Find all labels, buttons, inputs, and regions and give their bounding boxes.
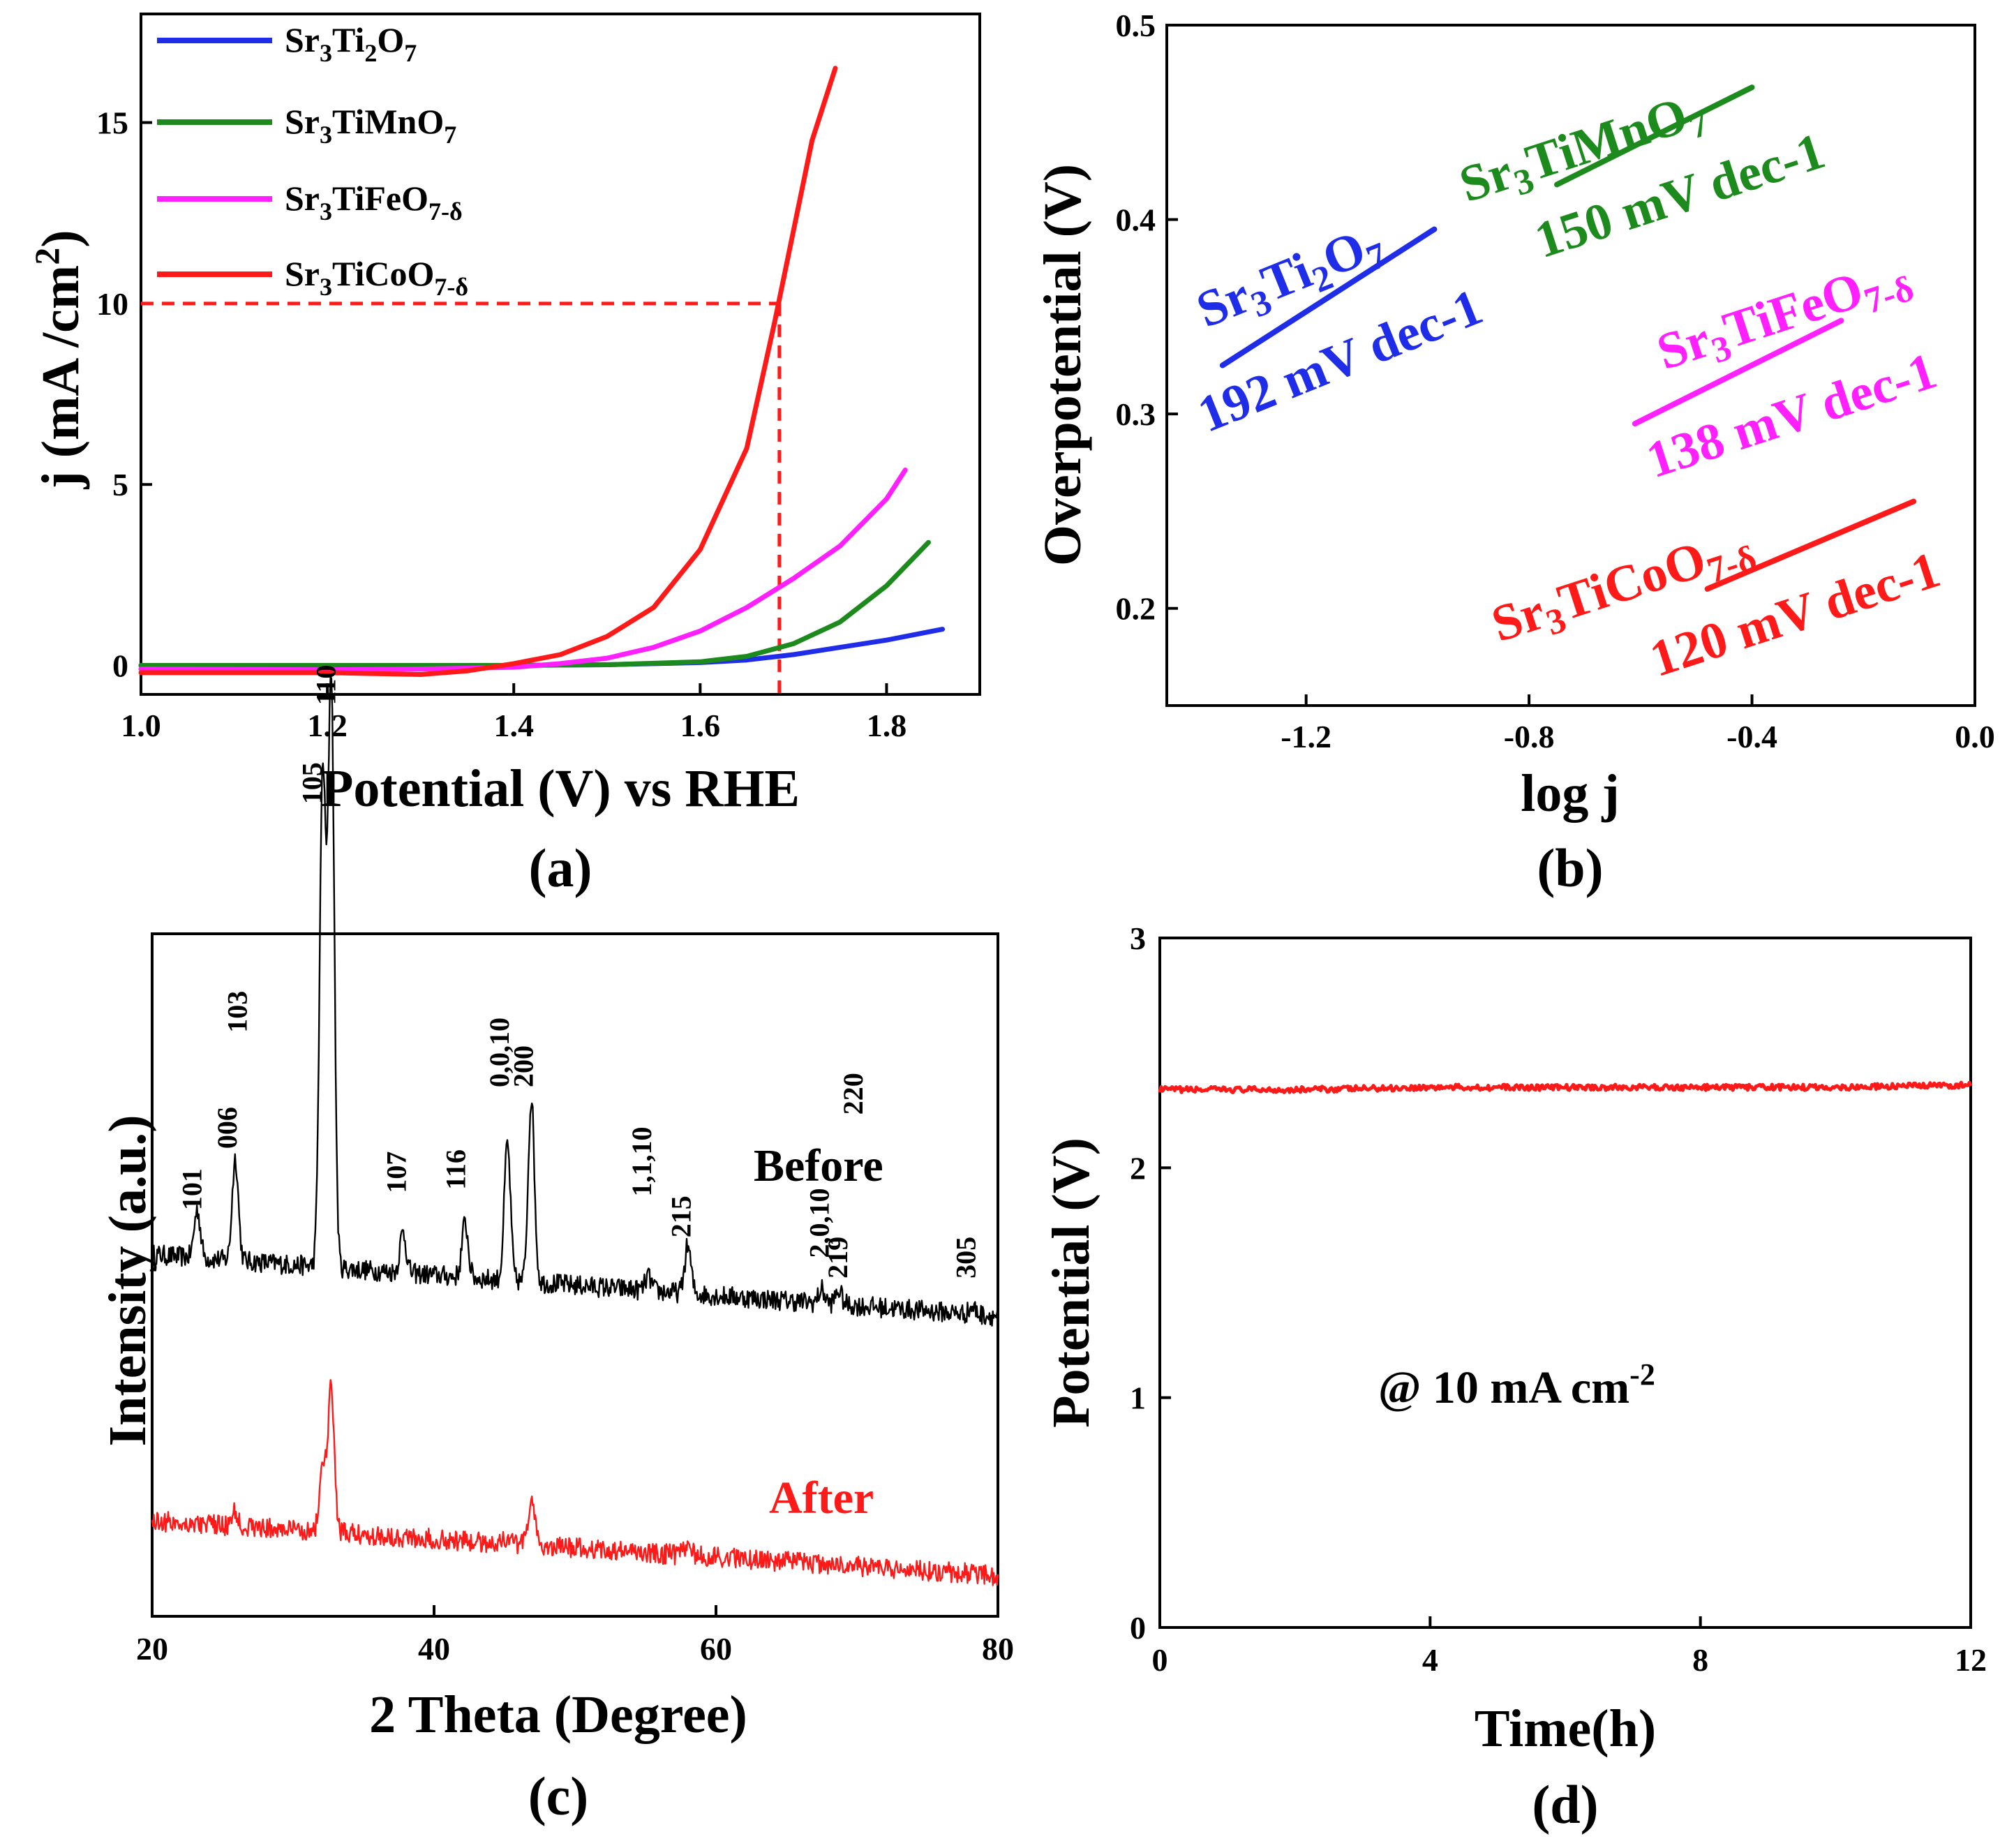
d-ytick-label: 3 xyxy=(1130,921,1146,956)
a-series-line xyxy=(138,539,931,668)
panel-a-x-ticks: 1.0 1.2 1.4 1.6 1.8 xyxy=(121,683,906,743)
panel-c-frame xyxy=(151,932,999,1618)
d-potential-trace xyxy=(1158,1080,1973,1094)
b-tafel-line xyxy=(1554,84,1755,188)
panel-a-lsv-chart: 0 5 10 15 1.0 1.2 1.4 1.6 1.8 Sr3Ti2O7 Sr3TiMnO… xyxy=(27,13,981,898)
a-xtick-label: 1.8 xyxy=(867,708,907,743)
a-ytick-label: 10 xyxy=(96,286,128,322)
c-peak-label: 103 xyxy=(221,991,253,1033)
a-xtick-label: 1.0 xyxy=(121,708,161,743)
panel-a-y-ticks: 0 5 10 15 xyxy=(96,105,152,684)
c-xtick-label: 60 xyxy=(700,1631,732,1667)
panel-b-annotations: Sr3Ti2O7 192 mV dec-1 Sr3TiMnO7 150 mV d… xyxy=(1189,81,1947,688)
panel-b-frame xyxy=(1165,24,1976,707)
b-xtick-label: 0.0 xyxy=(1955,719,1995,754)
c-peak-label: 116 xyxy=(440,1149,471,1190)
panel-c-label: (c) xyxy=(528,1766,589,1826)
panel-d-x-label: Time(h) xyxy=(1475,1699,1656,1758)
legend-label-sr3ti2o7: Sr3Ti2O7 xyxy=(285,20,417,67)
a-series-line xyxy=(138,66,838,677)
legend-label-sr3ticoo7: Sr3TiCoO7-δ xyxy=(285,254,468,301)
panel-a-reference-lines xyxy=(141,301,782,694)
b-xtick-label: -1.2 xyxy=(1281,719,1331,754)
xrd-tag-before: Before xyxy=(754,1140,883,1191)
panel-c-series xyxy=(151,676,999,1586)
panel-a-series xyxy=(138,66,946,677)
d-ytick-label: 1 xyxy=(1130,1380,1146,1416)
c-peak-label: 110 xyxy=(311,665,342,706)
b-tafel-line xyxy=(1219,226,1438,368)
c-peak-label: 105 xyxy=(296,762,327,804)
d-ytick-label: 2 xyxy=(1130,1150,1146,1186)
panel-b-tafel-chart: 0.2 0.3 0.4 0.5 -1.2 -0.8 -0.4 0.0 Sr3Ti2O7 19… xyxy=(1034,8,1995,898)
a-ytick-label: 5 xyxy=(112,467,128,502)
panel-b-x-ticks: -1.2 -0.8 -0.4 0.0 xyxy=(1281,694,1995,754)
a-xtick-label: 1.4 xyxy=(493,708,534,743)
b-ytick-label: 0.5 xyxy=(1116,8,1156,43)
c-after-pattern xyxy=(151,1379,999,1586)
panel-b-y-label: Overpotential (V) xyxy=(1034,164,1092,566)
c-peak-label: 2,0,10 xyxy=(804,1188,835,1258)
b-tafel-line xyxy=(1704,498,1917,592)
panel-a-label: (a) xyxy=(529,837,592,898)
panel-d-x-ticks: 0 4 8 12 xyxy=(1152,1616,1987,1678)
c-before-pattern xyxy=(151,676,999,1327)
d-xtick-label: 12 xyxy=(1955,1642,1987,1678)
b-tafel-line xyxy=(1632,318,1844,427)
panel-c-x-label: 2 Theta (Degree) xyxy=(369,1685,747,1744)
panel-a-legend: Sr3Ti2O7 Sr3TiMnO7 Sr3TiFeO7-δ Sr3TiCoO7… xyxy=(157,20,468,301)
panel-a-y-label: j (mA /cm2) xyxy=(27,230,90,489)
d-xtick-label: 0 xyxy=(1152,1642,1168,1678)
b-xtick-label: -0.8 xyxy=(1504,719,1555,754)
panel-d-y-label: Potential (V) xyxy=(1042,1138,1101,1428)
b-ytick-label: 0.4 xyxy=(1116,202,1156,238)
c-peak-label: 220 xyxy=(837,1073,869,1115)
c-peak-label: 200 xyxy=(507,1045,539,1087)
c-peak-label: 107 xyxy=(381,1152,412,1193)
panel-b-series xyxy=(1219,84,1917,592)
b-ytick-label: 0.3 xyxy=(1116,396,1156,432)
c-peak-label: 305 xyxy=(950,1237,982,1279)
xrd-tag-after: After xyxy=(769,1473,874,1523)
a-xtick-label: 1.6 xyxy=(680,708,721,743)
c-xtick-label: 40 xyxy=(418,1631,450,1667)
panel-b-y-ticks: 0.2 0.3 0.4 0.5 xyxy=(1116,8,1178,627)
panel-d-frame xyxy=(1158,937,1972,1629)
panel-d-label: (d) xyxy=(1532,1774,1598,1835)
legend-label-sr3timno7: Sr3TiMnO7 xyxy=(285,102,456,149)
d-xtick-label: 8 xyxy=(1692,1642,1708,1678)
c-peak-label: 215 xyxy=(666,1195,697,1237)
panel-b-label: (b) xyxy=(1537,837,1603,898)
c-xtick-label: 20 xyxy=(136,1631,168,1667)
panel-c-y-label: Intensity (a.u.) xyxy=(98,1115,157,1446)
a-ytick-label: 15 xyxy=(96,105,128,141)
panel-d-y-ticks: 0 1 2 3 xyxy=(1130,921,1171,1646)
panel-a-x-label: Potential (V) vs RHE xyxy=(321,759,800,818)
c-peak-label: 1,1,10 xyxy=(626,1127,657,1197)
panel-d-series xyxy=(1158,1080,1973,1094)
legend-label-sr3tifeo7: Sr3TiFeO7-δ xyxy=(285,179,463,225)
panel-c-x-ticks: 20 40 60 80 xyxy=(136,1605,1014,1667)
d-xtick-label: 4 xyxy=(1422,1642,1438,1678)
c-xtick-label: 80 xyxy=(982,1631,1014,1667)
panel-d-annotation: @ 10 mA cm-2 xyxy=(1378,1357,1655,1413)
a-series-line xyxy=(138,468,908,673)
panel-a-frame xyxy=(140,13,981,696)
a-ytick-label: 0 xyxy=(112,648,128,684)
panel-b-x-label: log j xyxy=(1521,764,1619,823)
b-xtick-label: -0.4 xyxy=(1726,719,1777,754)
d-ytick-label: 0 xyxy=(1130,1610,1146,1646)
a-xtick-label: 1.2 xyxy=(307,708,348,743)
c-peak-label: 0,0,10 xyxy=(484,1018,515,1087)
c-peak-label: 101 xyxy=(177,1168,208,1210)
c-peak-label: 219 xyxy=(822,1237,853,1279)
b-ytick-label: 0.2 xyxy=(1116,591,1156,627)
c-peak-label: 006 xyxy=(211,1107,243,1149)
